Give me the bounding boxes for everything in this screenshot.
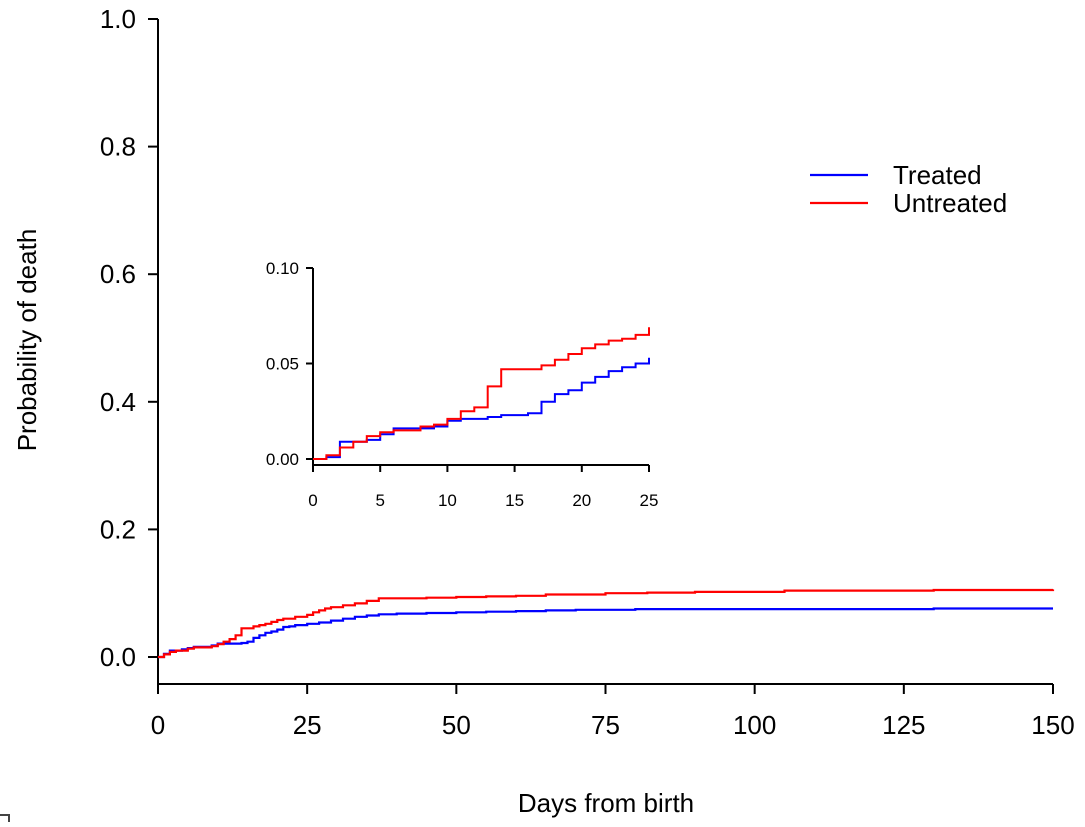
x-tick-label: 100 xyxy=(733,710,776,740)
y-tick-label: 0.6 xyxy=(100,259,136,289)
series-line-untreated xyxy=(158,588,1055,659)
series-line-treated xyxy=(158,607,1053,659)
y-tick-label: 0.2 xyxy=(100,514,136,544)
y-tick-label: 0.4 xyxy=(100,387,136,417)
inset-plot: 0.00 0.05 0.10 0 5 10 15 20 25 xyxy=(266,259,659,510)
y-axis-title: Probability of death xyxy=(12,229,42,452)
x-axis-title: Days from birth xyxy=(518,788,694,818)
legend-label-treated: Treated xyxy=(893,160,982,190)
inset-series-line-1 xyxy=(313,327,650,460)
inset-x-tick-label: 20 xyxy=(572,491,591,510)
inset-x-tick-label: 0 xyxy=(308,491,317,510)
x-tick-label: 75 xyxy=(591,710,620,740)
y-tick-label: 0.8 xyxy=(100,132,136,162)
x-tick-label: 50 xyxy=(442,710,471,740)
inset-x-tick-label: 10 xyxy=(438,491,457,510)
y-tick-label: 1.0 xyxy=(100,4,136,34)
corner-artifact xyxy=(0,814,10,822)
inset-series-line-0 xyxy=(313,357,650,460)
inset-y-tick-label: 0.00 xyxy=(266,450,299,469)
inset-x-tick-label: 25 xyxy=(640,491,659,510)
x-tick-label: 150 xyxy=(1031,710,1074,740)
x-tick-label: 0 xyxy=(151,710,165,740)
x-tick-label: 125 xyxy=(882,710,925,740)
legend-label-untreated: Untreated xyxy=(893,188,1007,218)
inset-x-tick-label: 15 xyxy=(505,491,524,510)
inset-y-tick-label: 0.05 xyxy=(266,355,299,374)
inset-y-tick-label: 0.10 xyxy=(266,259,299,278)
x-tick-label: 25 xyxy=(293,710,322,740)
inset-x-tick-label: 5 xyxy=(375,491,384,510)
y-tick-label: 0.0 xyxy=(100,642,136,672)
